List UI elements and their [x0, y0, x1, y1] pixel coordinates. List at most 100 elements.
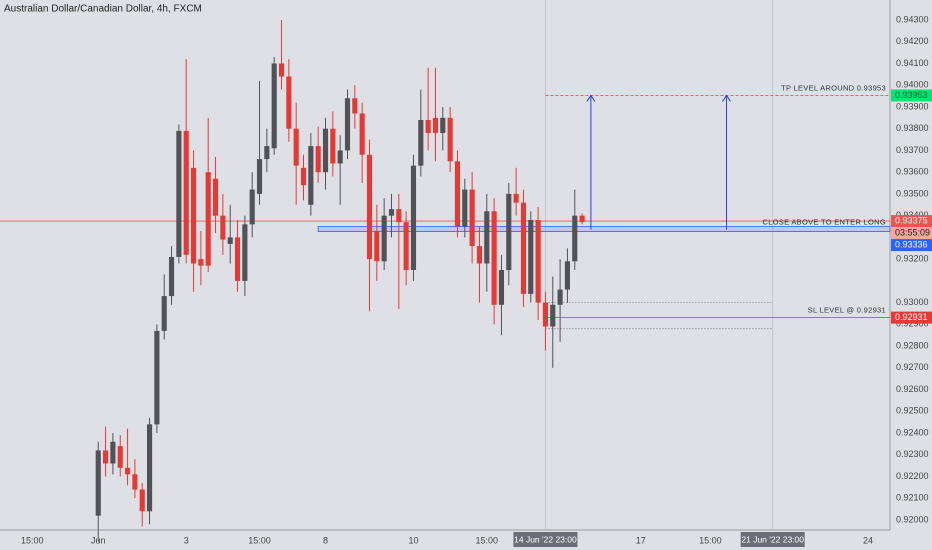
- x-tick-label: 17: [636, 535, 646, 545]
- y-tick-label: 0.93600: [896, 167, 929, 177]
- candle-body: [264, 146, 270, 160]
- candle-body: [506, 193, 512, 270]
- candle-body: [315, 146, 321, 173]
- y-tick-label: 0.92200: [896, 471, 929, 481]
- price-tag-label: 0.93375: [895, 215, 928, 225]
- y-tick-label: 0.92700: [896, 362, 929, 372]
- candle-body: [183, 130, 189, 255]
- y-tick-label: 0.94300: [896, 14, 929, 24]
- arrow-head: [722, 94, 731, 102]
- candle-body: [359, 113, 365, 155]
- candle-body: [212, 178, 219, 216]
- candle-body: [154, 330, 160, 425]
- y-tick-label: 0.93500: [896, 188, 929, 198]
- candle-body: [374, 230, 380, 262]
- candle-body: [220, 215, 226, 240]
- candle-body: [447, 117, 453, 162]
- candle-body: [103, 450, 109, 464]
- candle-body: [330, 128, 336, 164]
- candle-body: [227, 237, 233, 244]
- x-tick-label: 10: [408, 535, 418, 545]
- candle-body: [491, 211, 497, 305]
- countdown-tag: [891, 227, 932, 240]
- candle-body: [132, 474, 138, 490]
- x-tick-label: 24: [863, 535, 873, 545]
- y-tick-label: 0.94100: [896, 58, 929, 68]
- y-tick-label: 0.92600: [896, 384, 929, 394]
- candle-body: [256, 159, 263, 194]
- countdown-label: 03:55:09: [895, 227, 930, 237]
- x-tick-label: 21 Jun '22 23:00: [741, 534, 804, 544]
- candle-body: [462, 189, 468, 227]
- candle-body: [454, 161, 461, 227]
- y-tick-label: 0.94000: [896, 80, 929, 90]
- candle-body: [579, 215, 585, 223]
- candle-body: [322, 128, 329, 173]
- y-tick-label: 0.92400: [896, 427, 929, 437]
- x-tick-label: 15:00: [248, 535, 271, 545]
- candle-body: [110, 441, 116, 464]
- candle-body: [139, 489, 145, 512]
- candle-body: [469, 189, 475, 247]
- arrow-head: [586, 94, 596, 102]
- candle-body: [498, 270, 505, 305]
- candle-body: [308, 146, 314, 205]
- price-tag: [891, 311, 932, 324]
- tp-label: TP LEVEL AROUND 0.93953: [781, 83, 886, 92]
- candle-body: [396, 209, 402, 223]
- plot-area: [0, 0, 890, 530]
- candle-body: [344, 98, 351, 151]
- candle-body: [564, 261, 570, 290]
- candle-body: [249, 189, 255, 225]
- candle-body: [440, 117, 446, 134]
- price-tag-label: 0.92931: [895, 312, 928, 322]
- price-tag: [891, 89, 932, 102]
- candle-body: [388, 209, 395, 216]
- y-tick-label: 0.93800: [896, 123, 929, 133]
- y-tick-label: 0.92500: [896, 406, 929, 416]
- x-tick-label: 14 Jun '22 23:00: [514, 534, 577, 544]
- sl-label: SL LEVEL @ 0.92931: [808, 306, 886, 315]
- candle-body: [520, 202, 527, 294]
- y-tick-label: 0.93900: [896, 101, 929, 111]
- y-tick-label: 0.94200: [896, 36, 929, 46]
- candle-body: [242, 224, 248, 281]
- candle-body: [403, 222, 409, 270]
- candle-body: [271, 63, 277, 149]
- candle-body: [542, 302, 549, 327]
- candle-body: [190, 167, 197, 264]
- price-tag-label: 0.93953: [895, 90, 928, 100]
- candle-body: [293, 128, 299, 166]
- price-tag-label: 0.93336: [895, 239, 928, 249]
- candle-body: [205, 172, 211, 266]
- x-tick-label: Jun: [91, 535, 106, 545]
- candle-body: [198, 259, 204, 266]
- candle-body: [146, 424, 153, 512]
- y-tick-label: 0.92900: [896, 319, 929, 329]
- entry-label: CLOSE ABOVE TO ENTER LONG: [762, 218, 886, 227]
- x-tick-label: 15:00: [21, 535, 44, 545]
- candle-body: [425, 120, 431, 134]
- candle-body: [117, 446, 123, 468]
- candle-body: [432, 117, 439, 134]
- candle-body: [286, 76, 292, 129]
- candle-body: [476, 246, 483, 264]
- y-tick-label: 0.92800: [896, 340, 929, 350]
- candle-body: [572, 215, 578, 262]
- candle-body: [410, 165, 417, 270]
- x-tick-label: 3: [184, 535, 189, 545]
- candle-body: [176, 130, 182, 257]
- x-tick-label: 15:00: [699, 535, 722, 545]
- time-marker-box: [513, 532, 578, 547]
- candle-body: [161, 296, 167, 331]
- candle-body: [535, 220, 541, 303]
- candle-body: [300, 167, 307, 186]
- y-tick-label: 0.93200: [896, 254, 929, 264]
- candle-body: [381, 215, 387, 262]
- y-tick-label: 0.93700: [896, 145, 929, 155]
- entry-zone: [317, 226, 891, 232]
- candle-body: [418, 120, 424, 166]
- y-tick-label: 0.92300: [896, 449, 929, 459]
- candle-body: [124, 467, 131, 475]
